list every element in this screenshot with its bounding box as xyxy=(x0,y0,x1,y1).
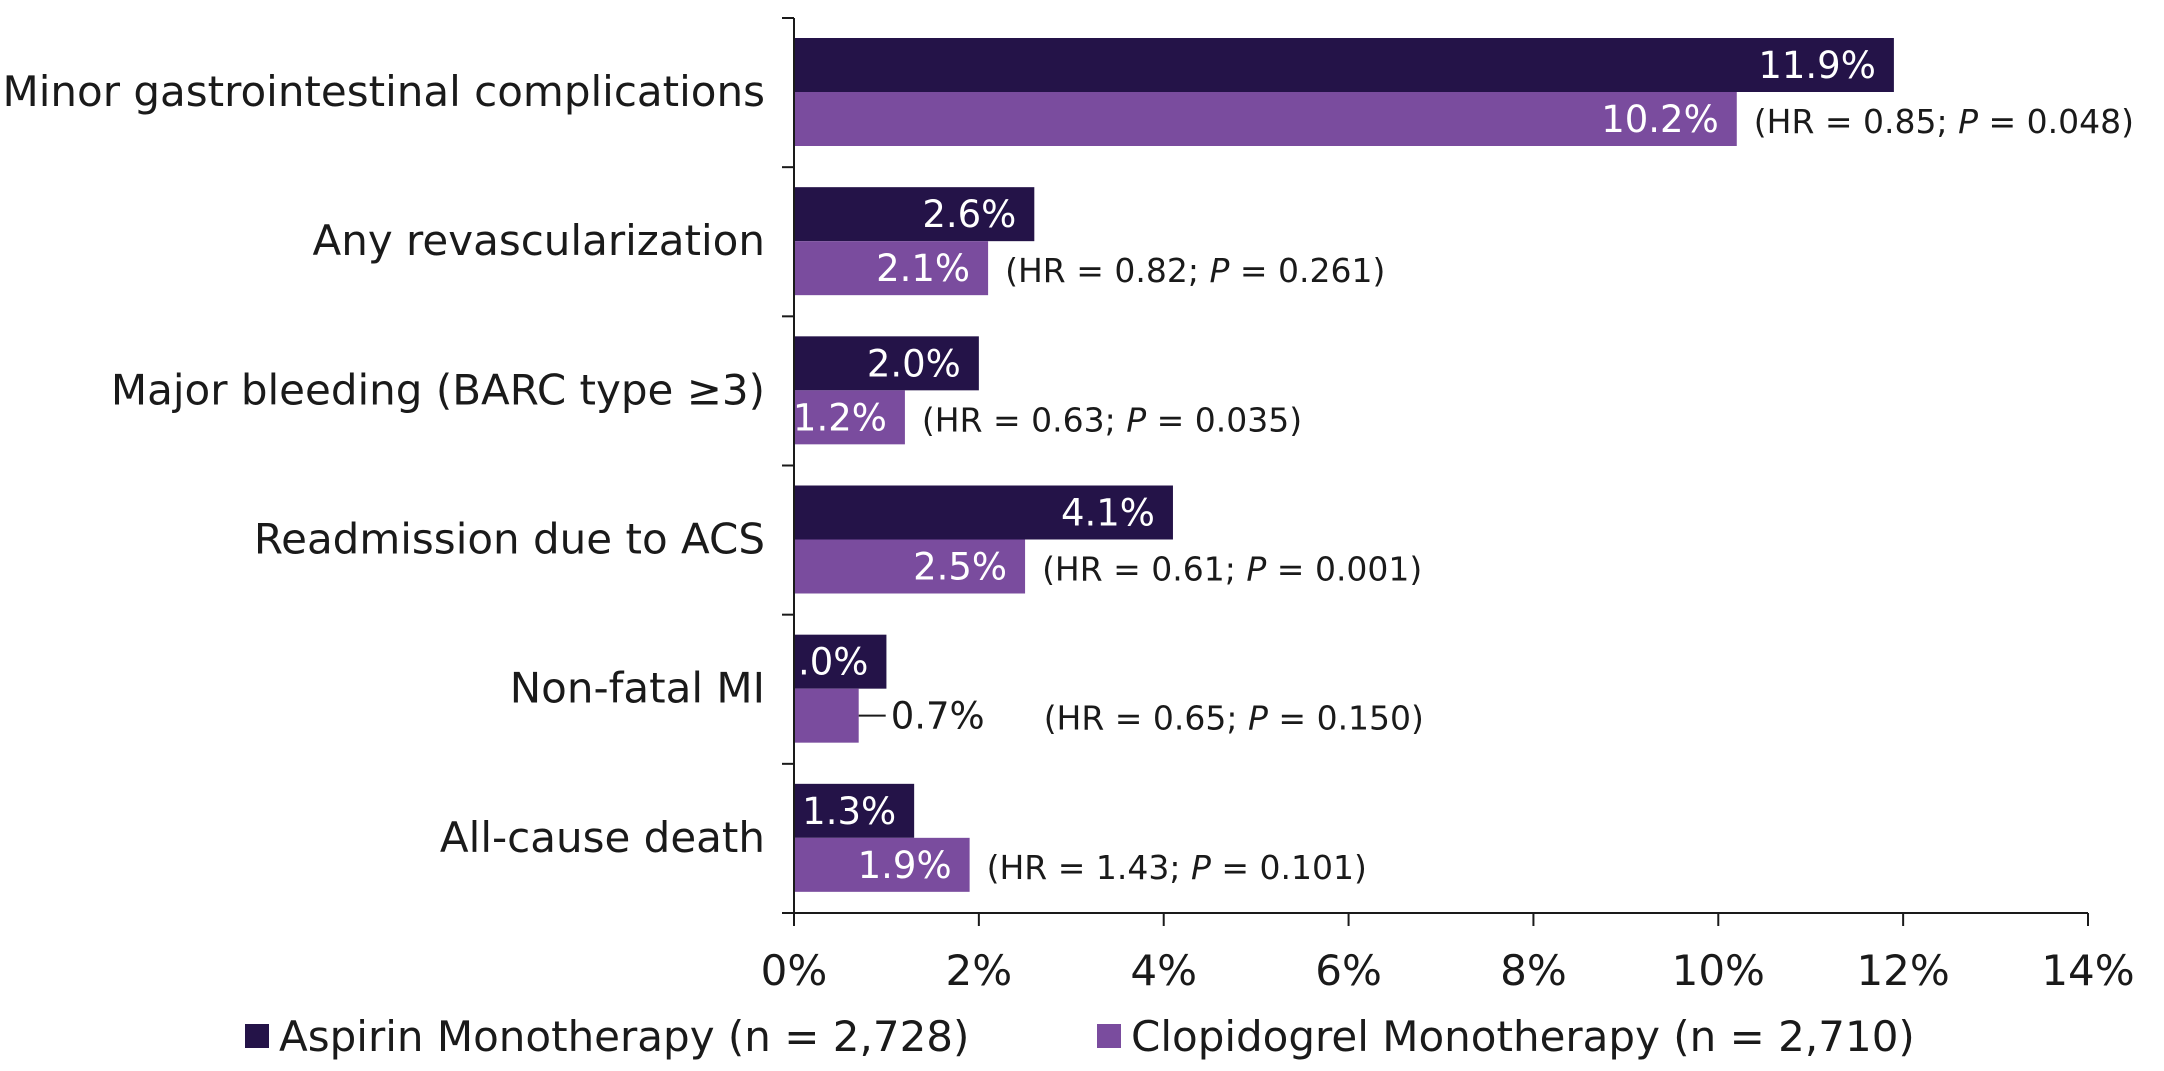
legend-aspirin-label: Aspirin Monotherapy (n = 2,728) xyxy=(279,1012,969,1061)
bar-clopidogrel xyxy=(794,539,1026,594)
bar-aspirin xyxy=(794,634,887,689)
x-tick-label: 6% xyxy=(1315,946,1382,995)
value-label-aspirin: 1.3% xyxy=(802,790,896,833)
x-tick-label: 4% xyxy=(1130,946,1197,995)
legend-clopidogrel-swatch xyxy=(1097,1024,1121,1048)
value-label-clopidogrel: 0.7% xyxy=(891,695,985,738)
value-label-aspirin: 11.9% xyxy=(1758,44,1876,87)
hr-annotation: (HR = 0.61; P = 0.001) xyxy=(1042,550,1422,589)
bar-aspirin xyxy=(794,336,979,391)
legend-aspirin-swatch xyxy=(245,1024,269,1048)
value-label-clopidogrel: 2.1% xyxy=(876,247,970,290)
x-tick-label: 8% xyxy=(1500,946,1567,995)
x-tick-label: 12% xyxy=(1856,946,1949,995)
category-label: Readmission due to ACS xyxy=(254,515,765,564)
value-label-clopidogrel: 1.2% xyxy=(793,396,887,439)
category-label: Major bleeding (BARC type ≥3) xyxy=(111,365,765,414)
x-tick-label: 10% xyxy=(1672,946,1765,995)
category-label: Minor gastrointestinal complications xyxy=(3,67,765,116)
hr-annotation: (HR = 0.85; P = 0.048) xyxy=(1754,102,2134,141)
value-label-clopidogrel: 1.9% xyxy=(858,844,952,887)
bar-clopidogrel xyxy=(794,241,989,296)
value-label-clopidogrel: 2.5% xyxy=(913,546,1007,589)
value-label-aspirin: 2.0% xyxy=(867,342,961,385)
hr-annotation: (HR = 1.43; P = 0.101) xyxy=(987,848,1367,887)
bar-aspirin xyxy=(794,187,1035,242)
hr-annotation: (HR = 0.82; P = 0.261) xyxy=(1005,251,1385,290)
x-tick-label: 2% xyxy=(946,946,1013,995)
hr-annotation: (HR = 0.63; P = 0.035) xyxy=(922,400,1302,439)
x-tick-label: 14% xyxy=(2041,946,2134,995)
hr-annotation: (HR = 0.65; P = 0.150) xyxy=(1044,699,1424,738)
value-label-aspirin: 2.6% xyxy=(922,193,1016,236)
legend-clopidogrel-label: Clopidogrel Monotherapy (n = 2,710) xyxy=(1131,1012,1915,1061)
bar-clopidogrel xyxy=(794,92,1737,146)
bar-clopidogrel xyxy=(794,688,859,743)
value-label-aspirin: 4.1% xyxy=(1061,492,1155,535)
value-label-aspirin: 1.0% xyxy=(774,641,868,684)
bar-clopidogrel xyxy=(794,390,905,445)
value-label-clopidogrel: 10.2% xyxy=(1601,98,1719,141)
bar-aspirin xyxy=(794,38,1894,92)
bar-clopidogrel xyxy=(794,837,970,892)
category-label: Any revascularization xyxy=(312,216,765,265)
bar-aspirin xyxy=(794,783,915,838)
x-tick-label: 0% xyxy=(761,946,828,995)
category-label: Non-fatal MI xyxy=(510,664,765,713)
bar-aspirin xyxy=(794,485,1173,540)
category-label: All-cause death xyxy=(440,813,765,862)
